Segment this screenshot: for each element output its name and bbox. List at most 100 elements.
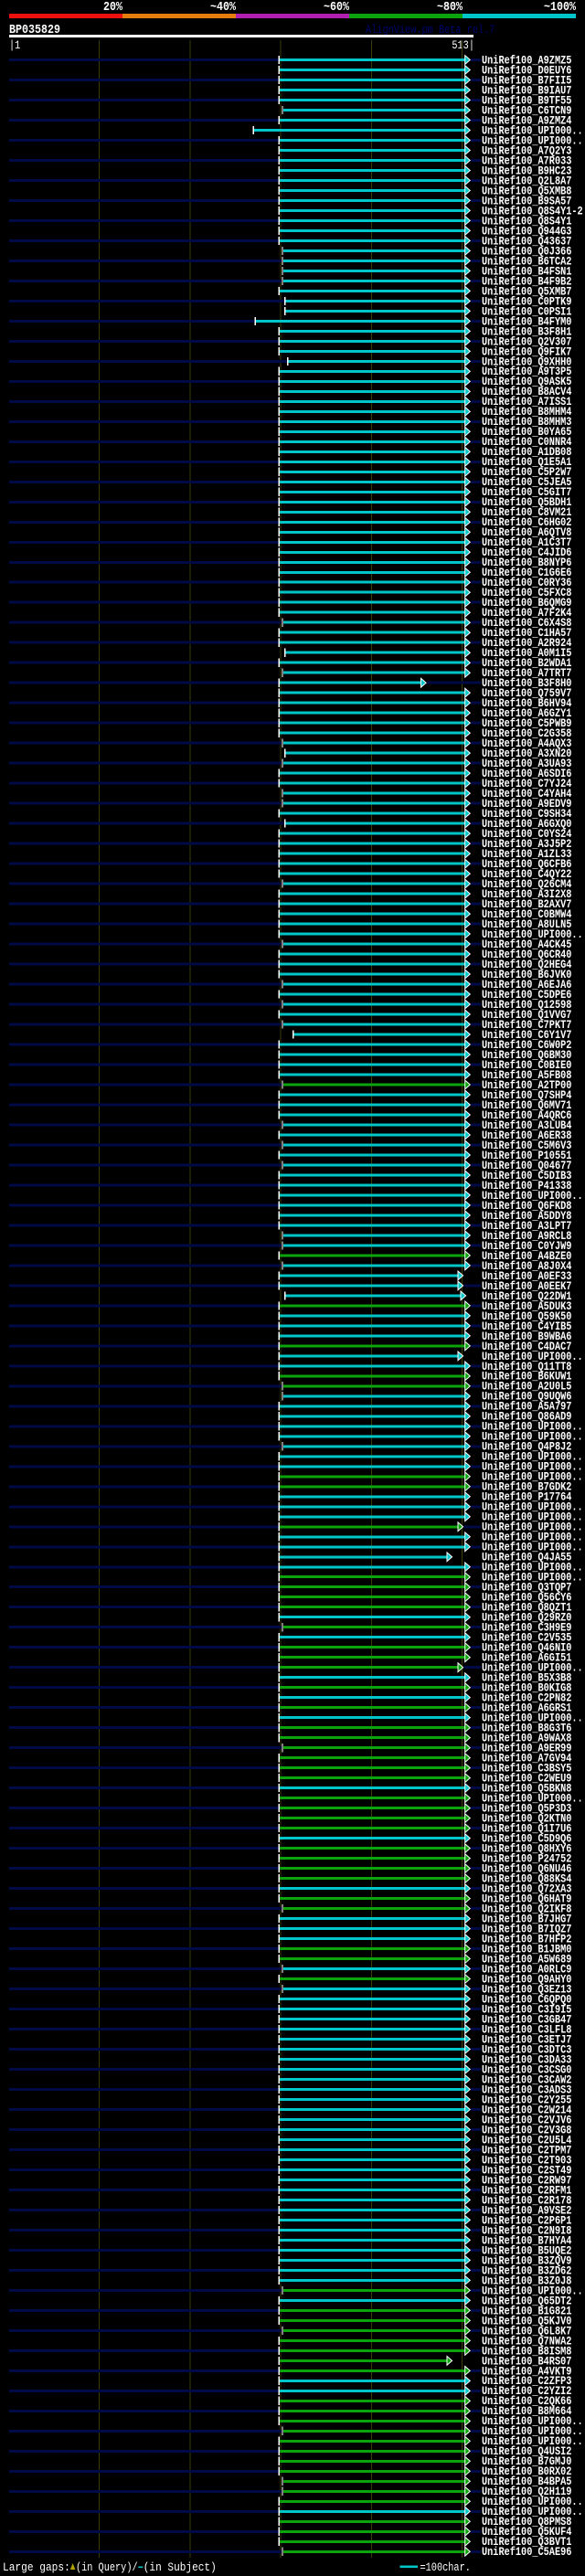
svg-text:UniRef100_Q65DT2: UniRef100_Q65DT2	[482, 2294, 572, 2307]
svg-text:UniRef100_B7GDK2: UniRef100_B7GDK2	[482, 1480, 572, 1494]
svg-text:UniRef100_B4F9B2: UniRef100_B4F9B2	[482, 274, 572, 288]
svg-text:UniRef100_Q759V7: UniRef100_Q759V7	[482, 686, 571, 700]
svg-text:UniRef100_A4BZE0: UniRef100_A4BZE0	[482, 1249, 572, 1263]
svg-text:UniRef100_C2T903: UniRef100_C2T903	[482, 2153, 572, 2167]
svg-text:UniRef100_A7R033: UniRef100_A7R033	[482, 154, 572, 167]
svg-text:UniRef100_UPI000..: UniRef100_UPI000..	[482, 2414, 583, 2428]
svg-text:UniRef100_C3H9E9: UniRef100_C3H9E9	[482, 1621, 572, 1635]
svg-text:UniRef100_B4BPA5: UniRef100_B4BPA5	[482, 2475, 572, 2488]
svg-text:UniRef100_C4YIB5: UniRef100_C4YIB5	[482, 1320, 572, 1333]
svg-text:UniRef100_A6ER38: UniRef100_A6ER38	[482, 1129, 572, 1142]
svg-text:UniRef100_UPI000..: UniRef100_UPI000..	[482, 1712, 583, 1725]
svg-text:UniRef100_B8ACV4: UniRef100_B8ACV4	[482, 385, 572, 398]
svg-text:UniRef100_C3GB47: UniRef100_C3GB47	[482, 2012, 571, 2026]
svg-text:UniRef100_Q9UQW6: UniRef100_Q9UQW6	[482, 1390, 572, 1404]
svg-text:UniRef100_B3Z0J8: UniRef100_B3Z0J8	[482, 2274, 572, 2287]
svg-text:UniRef100_Q2HEG4: UniRef100_Q2HEG4	[482, 958, 572, 971]
svg-text:UniRef100_B0KIG8: UniRef100_B0KIG8	[482, 1681, 572, 1695]
svg-text:UniRef100_A6GRS1: UniRef100_A6GRS1	[482, 1701, 572, 1715]
svg-text:UniRef100_B8MHM3: UniRef100_B8MHM3	[482, 415, 572, 429]
svg-text:UniRef100_C4JID6: UniRef100_C4JID6	[482, 546, 572, 559]
svg-text:(in Query)/: (in Query)/	[76, 2560, 138, 2574]
svg-text:UniRef100_Q12598: UniRef100_Q12598	[482, 998, 572, 1012]
svg-text:UniRef100_A6QTV8: UniRef100_A6QTV8	[482, 525, 572, 539]
svg-text:UniRef100_B3F8H1: UniRef100_B3F8H1	[482, 324, 572, 338]
svg-text:UniRef100_C5JEA5: UniRef100_C5JEA5	[482, 475, 572, 489]
svg-text:UniRef100_A3UA93: UniRef100_A3UA93	[482, 757, 572, 770]
svg-text:UniRef100_Q6FKD8: UniRef100_Q6FKD8	[482, 1199, 572, 1213]
svg-text:UniRef100_UPI000..: UniRef100_UPI000..	[482, 1571, 583, 1585]
svg-text:UniRef100_A6GXQ0: UniRef100_A6GXQ0	[482, 817, 572, 831]
svg-text:UniRef100_A7F2K4: UniRef100_A7F2K4	[482, 606, 572, 620]
svg-text:UniRef100_C7YJ24: UniRef100_C7YJ24	[482, 777, 572, 790]
svg-text:UniRef100_Q11TT8: UniRef100_Q11TT8	[482, 1360, 572, 1373]
svg-text:UniRef100_Q2KTN0: UniRef100_Q2KTN0	[482, 1812, 572, 1826]
svg-text:UniRef100_A5A797: UniRef100_A5A797	[482, 1400, 571, 1414]
svg-text:UniRef100_B3F8H0: UniRef100_B3F8H0	[482, 676, 572, 690]
svg-text:BP035829: BP035829	[9, 23, 60, 37]
svg-text:UniRef100_C6HG02: UniRef100_C6HG02	[482, 515, 572, 529]
svg-text:UniRef100_B6JVK0: UniRef100_B6JVK0	[482, 968, 572, 981]
svg-text:UniRef100_C2VJV6: UniRef100_C2VJV6	[482, 2113, 572, 2126]
svg-text:UniRef100_A3LPT7: UniRef100_A3LPT7	[482, 1219, 571, 1233]
svg-text:UniRef100_B6TCA2: UniRef100_B6TCA2	[482, 254, 572, 268]
svg-text:UniRef100_A7ISS1: UniRef100_A7ISS1	[482, 395, 572, 408]
svg-text:UniRef100_C4DAC7: UniRef100_C4DAC7	[482, 1340, 571, 1353]
svg-text:UniRef100_UPI000..: UniRef100_UPI000..	[482, 1470, 583, 1484]
svg-text:UniRef100_A5DDY8: UniRef100_A5DDY8	[482, 1209, 572, 1223]
svg-text:UniRef100_C3CSG0: UniRef100_C3CSG0	[482, 2062, 572, 2076]
svg-text:UniRef100_C5PWB9: UniRef100_C5PWB9	[482, 716, 572, 730]
svg-text:UniRef100_Q8PMS8: UniRef100_Q8PMS8	[482, 2515, 572, 2528]
svg-text:UniRef100_Q5XMB8: UniRef100_Q5XMB8	[482, 184, 572, 197]
svg-text:UniRef100_Q1VVG7: UniRef100_Q1VVG7	[482, 1008, 571, 1022]
svg-text:UniRef100_Q43637: UniRef100_Q43637	[482, 234, 571, 248]
svg-text:UniRef100_UPI000..: UniRef100_UPI000..	[482, 1561, 583, 1574]
svg-text:UniRef100_B3ZQV9: UniRef100_B3ZQV9	[482, 2253, 572, 2267]
svg-text:UniRef100_C5FXC8: UniRef100_C5FXC8	[482, 586, 572, 599]
svg-text:UniRef100_UPI000..: UniRef100_UPI000..	[482, 2424, 583, 2438]
svg-text:|1: |1	[9, 38, 20, 52]
svg-text:UniRef100_C6Y1V7: UniRef100_C6Y1V7	[482, 1028, 571, 1042]
svg-text:UniRef100_A6GZY1: UniRef100_A6GZY1	[482, 706, 572, 720]
svg-text:UniRef100_Q1I7U6: UniRef100_Q1I7U6	[482, 1822, 572, 1836]
svg-text:UniRef100_C3ADS3: UniRef100_C3ADS3	[482, 2083, 572, 2096]
svg-text:UniRef100_C1G6E6: UniRef100_C1G6E6	[482, 566, 572, 579]
svg-text:UniRef100_C5GIT7: UniRef100_C5GIT7	[482, 485, 571, 499]
svg-text:UniRef100_A3XN20: UniRef100_A3XN20	[482, 747, 572, 760]
svg-text:UniRef100_P10551: UniRef100_P10551	[482, 1149, 572, 1162]
svg-text:UniRef100_C2QK66: UniRef100_C2QK66	[482, 2394, 572, 2408]
svg-text:UniRef100_C8VM21: UniRef100_C8VM21	[482, 505, 572, 519]
svg-text:UniRef100_B5X3B8: UniRef100_B5X3B8	[482, 1671, 572, 1685]
svg-text:UniRef100_C6TCN9: UniRef100_C6TCN9	[482, 103, 572, 117]
svg-text:UniRef100_Q4P8J2: UniRef100_Q4P8J2	[482, 1440, 572, 1454]
svg-text:UniRef100_UPI000..: UniRef100_UPI000..	[482, 2434, 583, 2448]
svg-text:UniRef100_B9SA57: UniRef100_B9SA57	[482, 194, 571, 207]
svg-text:UniRef100_A1ZL33: UniRef100_A1ZL33	[482, 847, 572, 861]
svg-text:UniRef100_Q5BKN8: UniRef100_Q5BKN8	[482, 1782, 572, 1796]
svg-text:UniRef100_C3BSY5: UniRef100_C3BSY5	[482, 1762, 572, 1776]
svg-text:UniRef100_A0EF33: UniRef100_A0EF33	[482, 1269, 572, 1283]
svg-text:UniRef100_B6HV94: UniRef100_B6HV94	[482, 696, 572, 710]
svg-text:UniRef100_UPI000..: UniRef100_UPI000..	[482, 1531, 583, 1544]
svg-text:UniRef100_Q56CY6: UniRef100_Q56CY6	[482, 1591, 572, 1605]
svg-text:UniRef100_UPI000..: UniRef100_UPI000..	[482, 1792, 583, 1806]
svg-text:UniRef100_UPI000..: UniRef100_UPI000..	[482, 1450, 583, 1464]
svg-text:UniRef100_UPI000..: UniRef100_UPI000..	[482, 133, 583, 147]
svg-text:UniRef100_C3CAW2: UniRef100_C3CAW2	[482, 2072, 572, 2086]
svg-text:UniRef100_Q5KJV0: UniRef100_Q5KJV0	[482, 2314, 572, 2327]
svg-text:UniRef100_C5AE96: UniRef100_C5AE96	[482, 2545, 572, 2559]
svg-text:UniRef100_Q46NI0: UniRef100_Q46NI0	[482, 1641, 572, 1655]
svg-text:UniRef100_B0RX02: UniRef100_B0RX02	[482, 2465, 572, 2478]
svg-text:~100%: ~100%	[544, 0, 576, 15]
svg-text:UniRef100_Q2H119: UniRef100_Q2H119	[482, 2485, 572, 2498]
svg-text:UniRef100_Q0J366: UniRef100_Q0J366	[482, 244, 572, 258]
svg-text:UniRef100_Q5P3D3: UniRef100_Q5P3D3	[482, 1802, 572, 1816]
svg-text:UniRef100_Q86AD9: UniRef100_Q86AD9	[482, 1410, 572, 1424]
svg-text:UniRef100_Q9FIK7: UniRef100_Q9FIK7	[482, 345, 571, 358]
svg-text:UniRef100_C0BIE0: UniRef100_C0BIE0	[482, 1058, 572, 1072]
svg-text:UniRef100_A9ZMZ5: UniRef100_A9ZMZ5	[482, 53, 572, 67]
svg-text:20%: 20%	[103, 0, 122, 15]
svg-text:UniRef100_B8ISM8: UniRef100_B8ISM8	[482, 2344, 572, 2358]
svg-text:UniRef100_A5DUK3: UniRef100_A5DUK3	[482, 1299, 572, 1313]
svg-text:UniRef100_Q8S4Y1-2: UniRef100_Q8S4Y1-2	[482, 204, 583, 217]
